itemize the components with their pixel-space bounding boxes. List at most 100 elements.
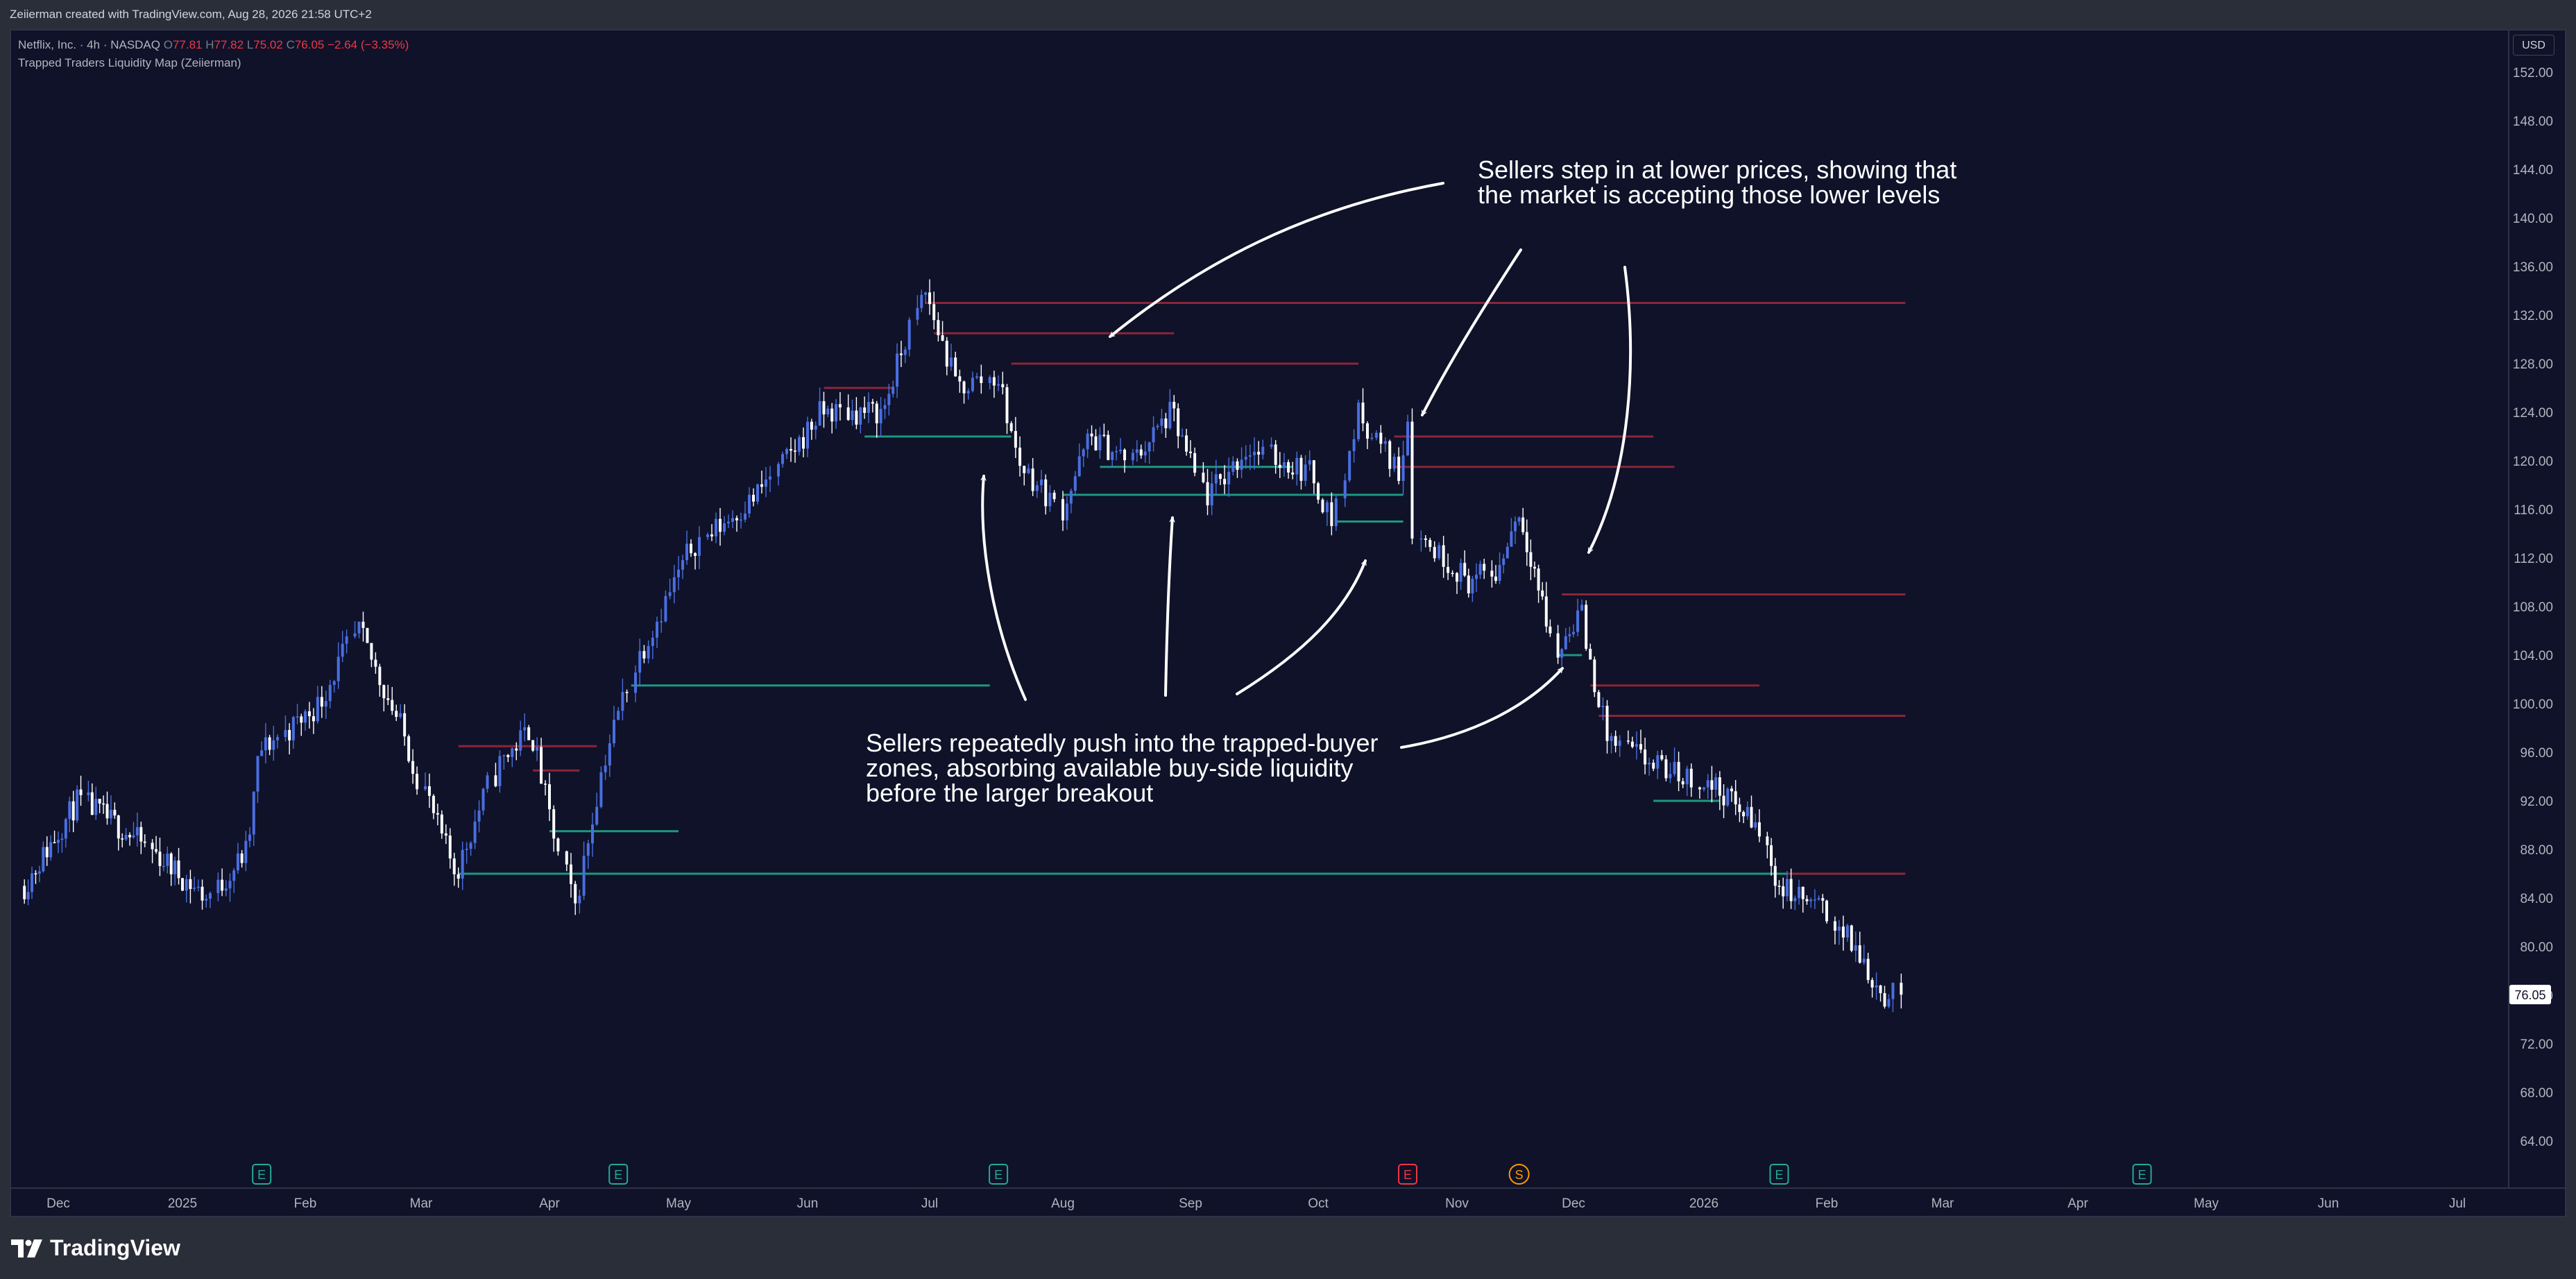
candle [515, 742, 518, 761]
candle [284, 715, 287, 742]
candle [1001, 371, 1005, 395]
price-axis[interactable]: 152.00 148.00 144.00 140.00 136.00 132.00 128.… [2513, 66, 2553, 1149]
candle [677, 556, 680, 591]
candle [814, 421, 817, 440]
candle [151, 839, 154, 863]
candle [1236, 458, 1239, 478]
candle [715, 512, 717, 543]
candle [810, 418, 813, 440]
event-badge-label: E [1775, 1168, 1783, 1182]
event-badge[interactable]: E [252, 1164, 272, 1185]
candle [336, 642, 340, 689]
candle [1793, 895, 1797, 910]
candle [1677, 752, 1680, 792]
tradingview-logo[interactable]: TradingView [11, 1235, 180, 1261]
candle [205, 894, 208, 908]
candle [26, 879, 30, 906]
candle [1210, 471, 1213, 516]
candle [1475, 563, 1478, 592]
candle [647, 640, 650, 664]
candle [1689, 763, 1693, 797]
candle [1467, 568, 1470, 598]
currency-button[interactable]: USD [2513, 35, 2554, 56]
candle [304, 709, 307, 731]
candle [920, 289, 923, 312]
candle [1664, 755, 1668, 781]
y-tick-label: 88.00 [2520, 843, 2553, 858]
candle [395, 704, 398, 722]
low-label: L [246, 38, 254, 51]
candle [201, 879, 204, 910]
candle [1291, 461, 1295, 480]
open-label: O [163, 38, 173, 51]
candle [625, 689, 629, 702]
event-badge[interactable]: E [989, 1164, 1009, 1185]
y-tick-label: 148.00 [2513, 115, 2553, 129]
candle [664, 590, 667, 623]
event-badge[interactable]: E [608, 1164, 629, 1185]
candle [531, 740, 535, 752]
y-tick-label: 116.00 [2514, 503, 2553, 518]
event-badge[interactable]: E [1398, 1164, 1418, 1185]
candle [794, 439, 796, 463]
candle [798, 434, 801, 456]
candle [706, 532, 709, 541]
candle [1447, 553, 1450, 580]
candle [1773, 858, 1777, 898]
time-axis[interactable]: Dec 2025 Feb Mar Apr May Jun Jul Aug Sep Oct Nov Dec… [46, 1196, 2466, 1211]
candle [685, 530, 688, 565]
indicator-name[interactable]: Trapped Traders Liquidity Map (Zeiierman… [18, 56, 241, 69]
candle [916, 295, 919, 325]
event-badge[interactable]: S [1508, 1164, 1530, 1185]
candle [1517, 516, 1521, 526]
symbol-name[interactable]: Netflix, Inc. · 4h · NASDAQ [18, 38, 160, 51]
candle [887, 384, 891, 416]
candle [1875, 972, 1878, 1000]
candle [638, 638, 642, 687]
candle [312, 708, 315, 734]
candle [1027, 464, 1030, 475]
candle [949, 344, 953, 371]
candle [1618, 735, 1621, 757]
candle [651, 630, 654, 659]
candle [1785, 871, 1789, 901]
x-tick-label: Dec [46, 1196, 70, 1211]
chart-header: Zeiierman created with TradingView.com, … [10, 8, 372, 21]
price-chart[interactable]: 152.00 148.00 144.00 140.00 136.00 132.00 128.… [0, 0, 2576, 1217]
candle [1227, 457, 1231, 497]
chart-frame[interactable] [10, 29, 2566, 1217]
candle [324, 691, 327, 720]
x-tick-label: May [666, 1196, 691, 1211]
candle [143, 834, 146, 847]
candle [1223, 465, 1227, 494]
candle [1483, 559, 1486, 579]
candle [1681, 777, 1684, 788]
candle [760, 471, 763, 494]
candle [540, 738, 543, 784]
candle [1626, 730, 1630, 745]
candle [536, 737, 539, 761]
event-badge[interactable]: E [2132, 1164, 2152, 1185]
footer-bar: TradingView [0, 1217, 2576, 1279]
brand-name: TradingView [50, 1235, 180, 1260]
candle [1639, 729, 1643, 754]
candle [49, 835, 53, 861]
candle [1478, 560, 1482, 579]
candle [158, 838, 162, 876]
y-tick-label: 92.00 [2520, 795, 2553, 809]
event-badge[interactable]: E [1769, 1164, 1789, 1185]
candle [748, 486, 751, 518]
candle [941, 321, 944, 341]
event-badge-label: E [1404, 1168, 1412, 1182]
candle [473, 809, 477, 849]
candle [1014, 416, 1017, 459]
event-badge-label: E [257, 1168, 266, 1182]
candle [386, 684, 390, 706]
candle [1817, 895, 1820, 901]
x-tick-label: Jun [2318, 1196, 2339, 1211]
candle [291, 715, 295, 749]
candle [117, 814, 120, 851]
annotation-texts: Sellers step in at lower prices, showing… [866, 155, 1956, 807]
arrow-to-oct-high [1421, 248, 1522, 416]
candle [162, 854, 165, 872]
